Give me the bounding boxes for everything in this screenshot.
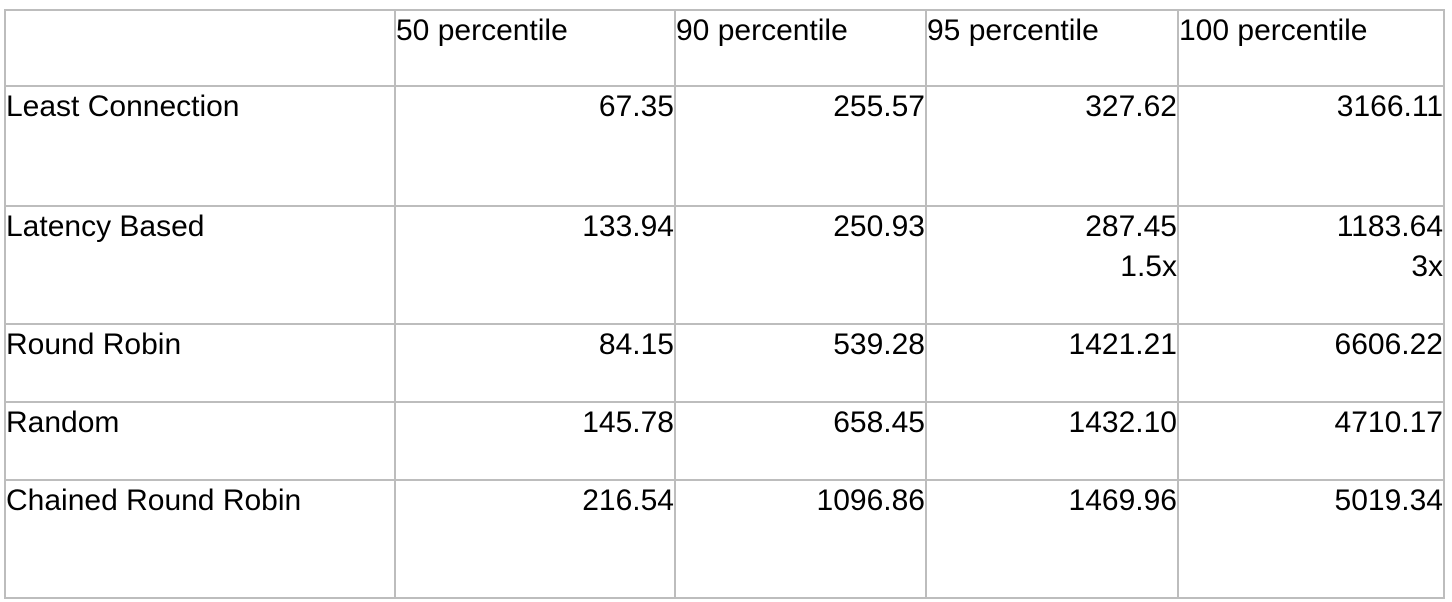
value-cell-p90: 658.45 — [674, 401, 927, 481]
cell-value: 216.54 — [582, 484, 674, 517]
cell-value: 84.15 — [598, 328, 674, 361]
row-label: Chained Round Robin — [4, 479, 396, 599]
cell-value: 287.45 — [1085, 210, 1177, 243]
cell-value: 1421.21 — [1068, 328, 1177, 361]
cell-value: 327.62 — [1085, 90, 1177, 123]
latency-percentile-table: 50 percentile 90 percentile 95 percentil… — [4, 9, 1445, 599]
cell-value: 5019.34 — [1334, 484, 1443, 517]
cell-value: 1183.64 — [1336, 210, 1443, 243]
value-cell-p50: 133.94 — [394, 205, 676, 325]
value-cell-p95: 1432.10 — [925, 401, 1179, 481]
value-cell-p90: 255.57 — [674, 85, 927, 207]
table-row: Least Connection 67.35 255.57 327.62 3166.11 — [4, 85, 1445, 207]
cell-value: 3166.11 — [1336, 90, 1443, 123]
table-row: Latency Based 133.94 250.93 287.45 1.5x 1183.… — [4, 205, 1445, 325]
cell-improvement-note: 3x — [1411, 250, 1443, 283]
value-cell-p100: 3166.11 — [1177, 85, 1445, 207]
value-cell-p95: 1469.96 — [925, 479, 1179, 599]
value-cell-p90: 539.28 — [674, 323, 927, 403]
cell-value: 1469.96 — [1068, 484, 1177, 517]
cell-value: 539.28 — [833, 328, 925, 361]
column-header-p90: 90 percentile — [674, 9, 927, 87]
cell-value: 67.35 — [598, 90, 674, 123]
cell-value: 133.94 — [582, 210, 674, 243]
row-label: Latency Based — [4, 205, 396, 325]
cell-value: 658.45 — [833, 406, 925, 439]
row-label: Least Connection — [4, 85, 396, 207]
column-header-p50: 50 percentile — [394, 9, 676, 87]
value-cell-p100: 4710.17 — [1177, 401, 1445, 481]
cell-value: 255.57 — [833, 90, 925, 123]
table-row: Chained Round Robin 216.54 1096.86 1469.96 5… — [4, 479, 1445, 599]
corner-header-cell — [4, 9, 396, 87]
cell-improvement-note: 1.5x — [1120, 250, 1177, 283]
cell-value: 4710.17 — [1334, 406, 1443, 439]
value-cell-p100: 5019.34 — [1177, 479, 1445, 599]
row-label: Round Robin — [4, 323, 396, 403]
cell-value: 145.78 — [582, 406, 674, 439]
cell-value: 1096.86 — [816, 484, 925, 517]
value-cell-p50: 84.15 — [394, 323, 676, 403]
table-row: Round Robin 84.15 539.28 1421.21 6606.22 — [4, 323, 1445, 403]
value-cell-p90: 1096.86 — [674, 479, 927, 599]
value-cell-p95: 287.45 1.5x — [925, 205, 1179, 325]
value-cell-p95: 327.62 — [925, 85, 1179, 207]
value-cell-p50: 67.35 — [394, 85, 676, 207]
column-header-p100: 100 percentile — [1177, 9, 1445, 87]
cell-value: 1432.10 — [1068, 406, 1177, 439]
value-cell-p100: 6606.22 — [1177, 323, 1445, 403]
table-header-row: 50 percentile 90 percentile 95 percentil… — [4, 9, 1445, 87]
value-cell-p50: 145.78 — [394, 401, 676, 481]
row-label: Random — [4, 401, 396, 481]
cell-value: 6606.22 — [1334, 328, 1443, 361]
value-cell-p95: 1421.21 — [925, 323, 1179, 403]
cell-value: 250.93 — [833, 210, 925, 243]
value-cell-p50: 216.54 — [394, 479, 676, 599]
value-cell-p100: 1183.64 3x — [1177, 205, 1445, 325]
column-header-p95: 95 percentile — [925, 9, 1179, 87]
table-row: Random 145.78 658.45 1432.10 4710.17 — [4, 401, 1445, 481]
value-cell-p90: 250.93 — [674, 205, 927, 325]
